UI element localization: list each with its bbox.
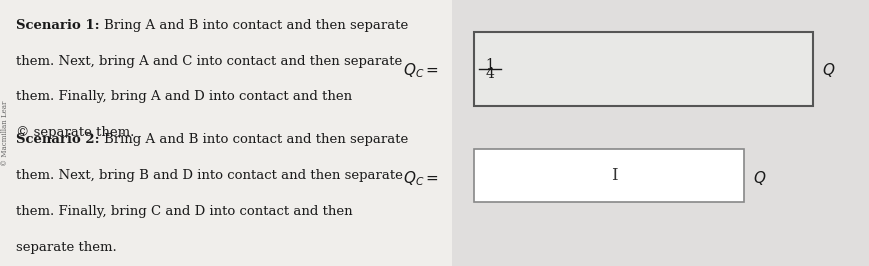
FancyBboxPatch shape [474, 32, 813, 106]
Text: them. Finally, bring A and D into contact and then: them. Finally, bring A and D into contac… [16, 90, 351, 103]
FancyBboxPatch shape [452, 0, 869, 266]
Text: Scenario 1:: Scenario 1: [16, 19, 103, 32]
Text: I: I [610, 167, 617, 184]
Text: $Q$: $Q$ [821, 61, 834, 80]
Text: 4: 4 [485, 67, 494, 81]
FancyBboxPatch shape [0, 0, 452, 266]
Text: them. Next, bring A and C into contact and then separate: them. Next, bring A and C into contact a… [16, 55, 401, 68]
Text: Bring A and B into contact and then separate: Bring A and B into contact and then sepa… [103, 19, 408, 32]
Text: separate them.: separate them. [16, 241, 116, 254]
FancyBboxPatch shape [474, 149, 743, 202]
Text: Scenario 2:: Scenario 2: [16, 133, 103, 146]
Text: © separate them.: © separate them. [16, 126, 134, 139]
Text: Bring A and B into contact and then separate: Bring A and B into contact and then sepa… [103, 133, 408, 146]
Text: $Q$: $Q$ [752, 169, 765, 187]
Text: them. Finally, bring C and D into contact and then: them. Finally, bring C and D into contac… [16, 205, 352, 218]
Text: them. Next, bring B and D into contact and then separate: them. Next, bring B and D into contact a… [16, 169, 402, 182]
Text: 1: 1 [485, 58, 494, 72]
Text: $Q_C =$: $Q_C =$ [403, 169, 439, 188]
Text: © Macmillan Lear: © Macmillan Lear [1, 100, 10, 166]
Text: $Q_C =$: $Q_C =$ [403, 61, 439, 80]
